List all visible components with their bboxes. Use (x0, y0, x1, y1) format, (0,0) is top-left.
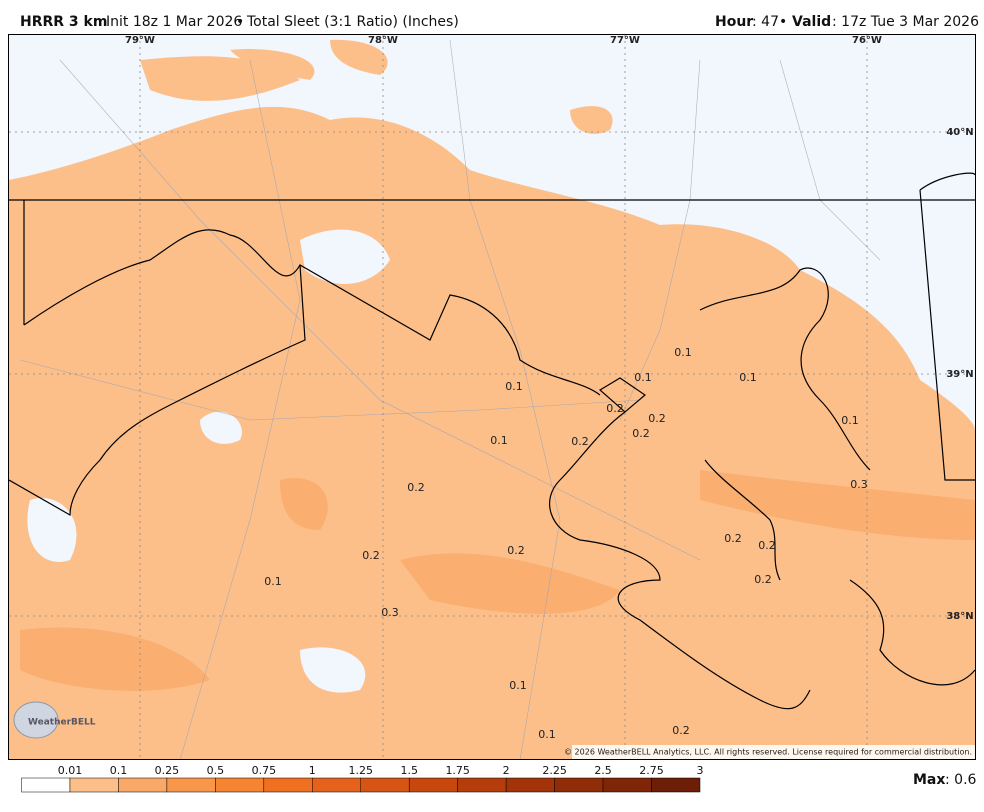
legend-tick-label: 0.25 (155, 764, 180, 777)
value-label: 0.2 (758, 539, 776, 552)
legend-swatch (602, 777, 652, 793)
legend-tick-label: 2.5 (594, 764, 612, 777)
legend-swatch (215, 777, 265, 793)
lat-label: 40°N (946, 127, 973, 138)
legend-swatch (505, 777, 555, 793)
value-label: 0.2 (632, 427, 650, 440)
value-label: 0.1 (634, 371, 652, 384)
legend-swatch (263, 777, 313, 793)
value-label: 0.1 (264, 575, 282, 588)
legend-swatch (312, 777, 362, 793)
legend-tick-label: 3 (697, 764, 704, 777)
value-label: 0.2 (672, 724, 690, 737)
map-frame (8, 34, 976, 760)
legend-tick-label: 0.5 (207, 764, 225, 777)
legend-swatch (21, 777, 71, 793)
value-label: 0.1 (841, 414, 859, 427)
lon-label: 78°W (368, 35, 398, 46)
value-label: 0.1 (739, 371, 757, 384)
legend: 0.01 0.1 0.25 0.5 0.75 1 1.25 1.5 1.75 2 2.25 2.5 2.… (21, 764, 704, 793)
lat-label: 39°N (946, 369, 973, 380)
legend-swatch (651, 777, 701, 793)
legend-swatch (166, 777, 216, 793)
legend-tick-label: 1.5 (400, 764, 418, 777)
hour-label: Hour (715, 14, 753, 30)
field-name: Total Sleet (3:1 Ratio) (Inches) (246, 14, 459, 30)
value-label: 0.1 (674, 346, 692, 359)
legend-tick-label: 0.1 (110, 764, 128, 777)
value-label: 0.2 (648, 412, 666, 425)
legend-swatch (360, 777, 410, 793)
model: HRRR 3 km (20, 14, 107, 30)
legend-tick-label: 0.01 (58, 764, 83, 777)
value-label: 0.2 (507, 544, 525, 557)
copyright: © 2026 WeatherBELL Analytics, LLC. All r… (564, 748, 972, 757)
legend-tick-label: 1.75 (445, 764, 470, 777)
separator: • (779, 14, 787, 30)
separator: • (236, 14, 244, 30)
value-label: 0.1 (505, 380, 523, 393)
valid-value: : 17z Tue 3 Mar 2026 (832, 14, 979, 30)
legend-tick-label: 1 (309, 764, 316, 777)
max-label: Max (913, 772, 945, 788)
value-label: 0.2 (724, 532, 742, 545)
lon-label: 77°W (610, 35, 640, 46)
value-label: 0.1 (490, 434, 508, 447)
lon-label: 76°W (852, 35, 882, 46)
map-area (9, 35, 975, 759)
init-time: Init 18z 1 Mar 2026 (106, 14, 242, 30)
legend-swatch (118, 777, 168, 793)
valid-label: Valid (792, 14, 831, 30)
value-label: 0.1 (509, 679, 527, 692)
legend-tick-label: 2.75 (639, 764, 664, 777)
legend-tick-label: 1.25 (349, 764, 374, 777)
hour-value: : 47 (752, 14, 779, 30)
legend-swatch (408, 777, 458, 793)
logo: WeatherBELL (28, 718, 96, 728)
value-label: 0.3 (850, 478, 868, 491)
map-labels: 79°W 78°W 77°W 76°W 40°N 39°N 38°N 0.1 0.1 0.1 0.1… (125, 35, 974, 741)
lat-label: 38°N (946, 611, 973, 622)
legend-tick-label: 0.75 (252, 764, 277, 777)
value-label: 0.2 (606, 402, 624, 415)
value-label: 0.1 (538, 728, 556, 741)
legend-tick-label: 2 (503, 764, 510, 777)
legend-tick-label: 2.25 (542, 764, 567, 777)
legend-swatch (457, 777, 507, 793)
logo-icon (13, 701, 59, 739)
value-label: 0.2 (362, 549, 380, 562)
value-label: 0.3 (381, 606, 399, 619)
legend-swatch (69, 777, 119, 793)
value-label: 0.2 (571, 435, 589, 448)
value-label: 0.2 (407, 481, 425, 494)
legend-swatch (554, 777, 604, 793)
value-label: 0.2 (754, 573, 772, 586)
lon-label: 79°W (125, 35, 155, 46)
max-value: : 0.6 (945, 772, 977, 788)
